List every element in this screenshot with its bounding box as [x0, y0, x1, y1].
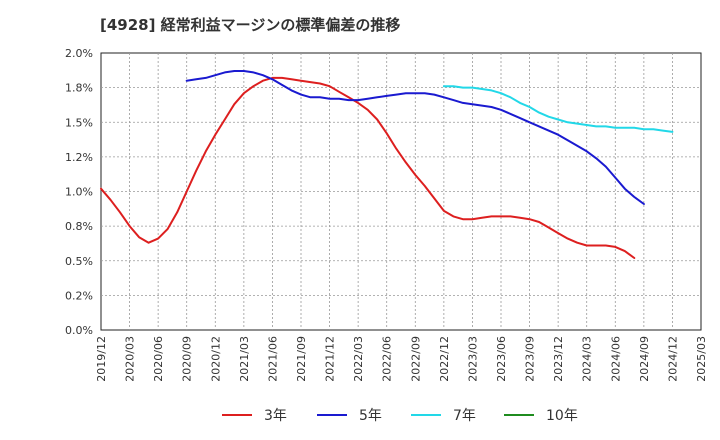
- y-tick-label: 2.0%: [65, 47, 93, 60]
- x-axis-labels: 2019/12 2020/03 2020/06 2020/09 2020/12 2021/…: [95, 336, 708, 382]
- legend-label: 10年: [546, 408, 578, 424]
- x-tick-label: 2021/09: [295, 336, 308, 382]
- x-tick-label: 2020/09: [181, 336, 194, 382]
- x-tick-label: 2021/12: [324, 336, 337, 382]
- legend-label: 3年: [264, 408, 287, 424]
- x-tick-label: 2023/12: [552, 336, 565, 382]
- x-tick-label: 2023/03: [466, 336, 479, 382]
- y-tick-label: 0.2%: [65, 289, 93, 302]
- x-tick-label: 2024/09: [638, 336, 651, 382]
- x-tick-label: 2023/06: [495, 336, 508, 382]
- x-tick-label: 2020/06: [152, 336, 165, 382]
- x-tick-label: 2019/12: [95, 336, 108, 382]
- x-tick-label: 2022/12: [438, 336, 451, 382]
- x-tick-label: 2024/12: [666, 336, 679, 382]
- horizontal-gridlines: [101, 87, 701, 296]
- series-line-3年: [100, 76, 636, 259]
- x-tick-label: 2021/03: [238, 336, 251, 382]
- x-tick-label: 2024/06: [609, 336, 622, 382]
- y-tick-label: 1.2%: [65, 151, 93, 164]
- series-line-5年: [185, 70, 645, 205]
- x-tick-label: 2022/06: [381, 336, 394, 382]
- x-tick-label: 2021/06: [266, 336, 279, 382]
- series-lines: [100, 70, 674, 259]
- y-axis-labels: 0.0% 0.2% 0.5% 0.8% 1.0% 1.2% 1.5% 1.8% 2.0%: [65, 47, 93, 337]
- x-tick-label: 2022/09: [409, 336, 422, 382]
- y-tick-label: 1.5%: [65, 116, 93, 129]
- legend-label: 7年: [453, 408, 476, 424]
- series-line-7年: [442, 85, 674, 133]
- legend: 3年 5年 7年 10年: [222, 408, 578, 424]
- y-tick-label: 0.0%: [65, 324, 93, 337]
- y-tick-label: 0.8%: [65, 220, 93, 233]
- x-tick-label: 2020/12: [209, 336, 222, 382]
- y-tick-label: 1.8%: [65, 82, 93, 95]
- y-tick-label: 1.0%: [65, 186, 93, 199]
- chart-title: [4928] 経常利益マージンの標準偏差の推移: [100, 16, 401, 34]
- x-tick-label: 2024/03: [581, 336, 594, 382]
- legend-label: 5年: [359, 408, 382, 424]
- x-tick-label: 2023/09: [524, 336, 537, 382]
- x-tick-label: 2022/03: [352, 336, 365, 382]
- x-tick-label: 2020/03: [124, 336, 137, 382]
- y-tick-label: 0.5%: [65, 255, 93, 268]
- x-tick-label: 2025/03: [695, 336, 708, 382]
